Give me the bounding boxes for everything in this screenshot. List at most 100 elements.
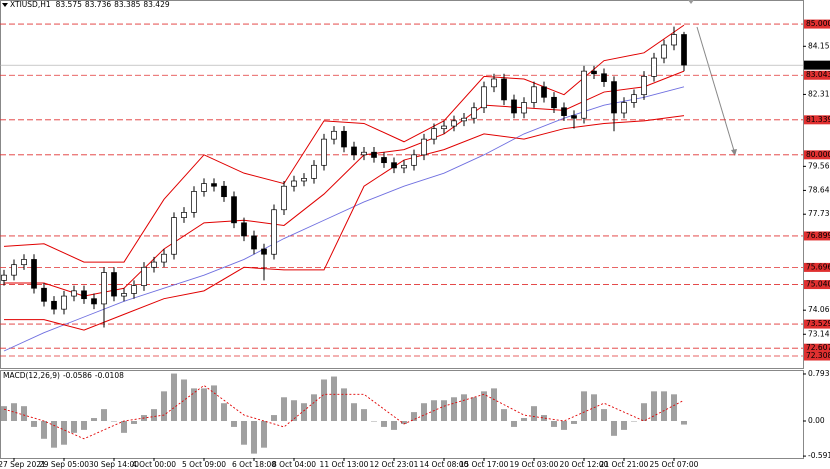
macd-bar <box>211 385 217 421</box>
candle-body <box>431 128 437 140</box>
macd-bar <box>601 409 607 421</box>
macd-bar <box>471 397 477 421</box>
menu-icon <box>2 3 8 7</box>
candle-body <box>371 151 377 158</box>
candle-body <box>381 157 387 164</box>
candle-body <box>631 94 637 103</box>
candle-body <box>511 99 517 114</box>
candle-body <box>421 138 427 156</box>
candle-body <box>181 212 187 218</box>
macd-bar <box>171 373 177 421</box>
y-tick-label: 77.730 <box>808 209 830 218</box>
macd-bar <box>221 403 227 421</box>
candle-body <box>611 81 617 114</box>
candle-body <box>11 264 17 276</box>
candle-body <box>331 130 337 140</box>
symbol-header: XTIUSD,H1 83.575 83.736 83.385 83.429 <box>10 0 170 9</box>
level-label: 81.339 <box>806 115 830 124</box>
candle-body <box>101 272 107 305</box>
y-tick-label: 84.150 <box>808 41 830 50</box>
macd-bar <box>341 388 347 421</box>
candle-body <box>151 261 157 268</box>
bb-middle-line <box>4 70 685 297</box>
x-tick-label: 30 Sep 14:00 <box>89 460 139 469</box>
level-label-box <box>804 343 830 353</box>
candle-body <box>501 78 507 101</box>
macd-bar <box>361 409 367 421</box>
macd-bar <box>461 394 467 421</box>
macd-bar <box>281 397 287 421</box>
macd-bar <box>371 420 377 422</box>
last-price-box <box>804 60 830 70</box>
candle-body <box>581 70 587 119</box>
x-tick-label: 4 Oct 00:00 <box>132 460 176 469</box>
level-label-box <box>804 19 830 29</box>
macd-bar <box>1 406 7 421</box>
level-label-box <box>804 262 830 272</box>
y-tick-label: 74.060 <box>808 305 830 314</box>
candle-body <box>411 154 417 166</box>
level-label: 73.529 <box>806 319 830 328</box>
macd-bar <box>91 418 97 421</box>
macd-header: MACD(12,26,9) -0.0586 -0.0108 <box>3 371 124 380</box>
macd-bar <box>671 394 677 421</box>
candle-body <box>681 34 687 66</box>
candle-body <box>271 209 277 255</box>
candle-body <box>281 185 287 211</box>
x-tick-label: 25 Oct 07:00 <box>650 460 699 469</box>
macd-bar <box>411 412 417 421</box>
candle-body <box>491 78 497 88</box>
macd-bar <box>161 391 167 421</box>
macd-bar <box>231 420 237 427</box>
macd-bar <box>401 420 407 424</box>
macd-bar <box>41 420 47 439</box>
macd-bar <box>581 391 587 421</box>
shift-marker <box>688 0 694 4</box>
macd-bar <box>571 420 577 424</box>
candle-body <box>1 274 7 281</box>
macd-bar <box>631 420 637 422</box>
candle-body <box>441 125 447 130</box>
bb-lower-line <box>4 115 685 331</box>
macd-bar <box>301 403 307 421</box>
macd-bar <box>291 400 297 421</box>
candle-body <box>211 183 217 187</box>
macd-bar <box>81 420 87 430</box>
candle-body <box>531 86 537 103</box>
level-label-box <box>804 70 830 80</box>
macd-bar <box>661 391 667 421</box>
level-label: 72.308 <box>806 351 830 360</box>
candle-body <box>671 34 677 46</box>
candle-body <box>601 73 607 82</box>
macd-bar <box>311 394 317 421</box>
macd-bar <box>561 420 567 430</box>
macd-pane-frame <box>0 370 804 459</box>
macd-bar <box>151 409 157 421</box>
macd-bar <box>611 420 617 436</box>
y-tick-label: 73.140 <box>808 329 830 338</box>
level-label-box <box>804 115 830 125</box>
candle-body <box>401 164 407 169</box>
macd-bar <box>271 415 277 421</box>
level-label-box <box>804 319 830 329</box>
candle-body <box>41 287 47 302</box>
macd-bar <box>651 391 657 421</box>
macd-bar <box>241 420 247 445</box>
candle-body <box>111 272 117 297</box>
macd-bar <box>641 403 647 421</box>
candle-body <box>521 102 527 114</box>
ma-line <box>3 86 685 352</box>
macd-bar <box>251 420 257 454</box>
level-label: 75.040 <box>806 280 830 289</box>
level-label-box <box>804 231 830 241</box>
macd-bar <box>51 420 57 448</box>
macd-bar <box>321 379 327 421</box>
macd-bar <box>181 379 187 421</box>
macd-bar <box>11 403 17 421</box>
macd-bar <box>441 400 447 421</box>
macd-bar <box>61 420 67 445</box>
x-tick-label: 15 Oct 17:00 <box>460 460 509 469</box>
x-tick-label: 12 Oct 23:01 <box>370 460 419 469</box>
